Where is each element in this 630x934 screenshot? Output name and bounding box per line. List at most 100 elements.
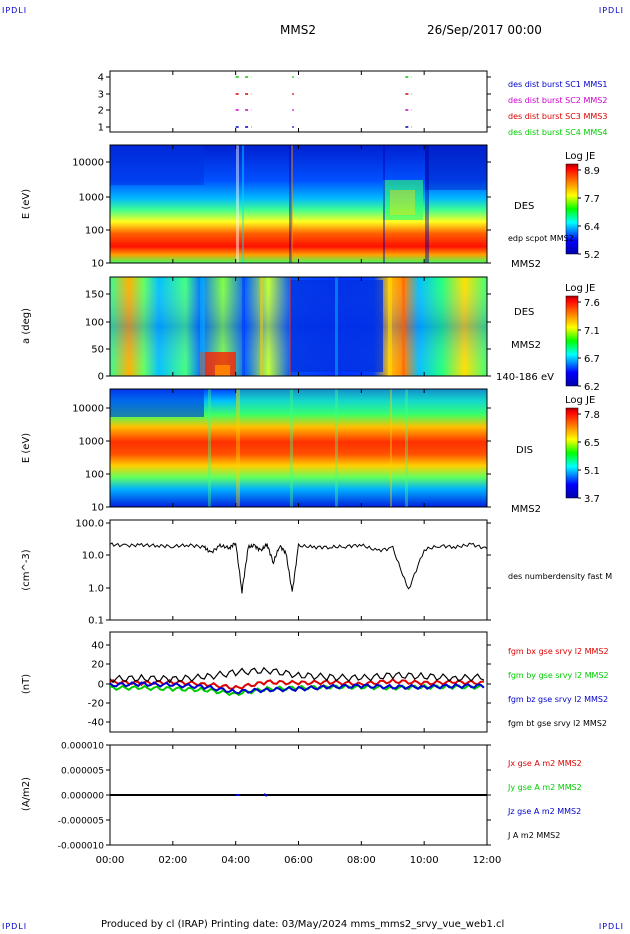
pitch-axis-tick-label: 0 <box>98 372 104 383</box>
bfield-legend-entry: fgm by gse srvy l2 MMS2 <box>508 671 609 680</box>
pitch-colorbar-tick-label: 7.6 <box>584 298 600 309</box>
des-energy-ylabel: E (eV) <box>21 189 32 219</box>
current-axis-tick-label: 0.000010 <box>61 742 104 752</box>
burst-flag-axis-tick-label: 1 <box>98 123 104 134</box>
des-energy-axis-tick-label: 10 <box>91 259 104 270</box>
bfield-axis-tick-label: 40 <box>91 641 104 652</box>
dis-energy-feature <box>335 389 338 507</box>
bfield-axis-tick-label: -20 <box>88 699 104 710</box>
time-tick-label: 08:00 <box>347 855 376 866</box>
current-ylabel: (A/m2) <box>21 777 32 811</box>
dis-energy-axis-tick-label: 100 <box>85 470 104 481</box>
density-legend-entry: des numberdensity fast M <box>508 572 612 581</box>
pitch-colorbar-title: Log JE <box>565 283 595 294</box>
pitch-colorbar <box>565 295 579 387</box>
edp-scpot-label: edp scpot MMS2 <box>508 234 574 243</box>
density-axis-tick-label: 10.0 <box>82 551 104 562</box>
bfield-axis-tick-label: -40 <box>88 718 104 729</box>
des-energy-colorbar-title: Log JE <box>565 151 595 162</box>
time-tick-label: 02:00 <box>158 855 187 866</box>
bfield-axis-tick-label: 0 <box>98 680 104 691</box>
time-tick-label: 06:00 <box>284 855 313 866</box>
spacecraft-title: MMS2 <box>280 23 316 37</box>
des-energy-axis-tick-label: 1000 <box>79 193 104 204</box>
current-axis-tick-label: 0.000000 <box>61 792 104 802</box>
density-axis-tick-label: 0.1 <box>88 616 104 627</box>
des-energy-feature <box>242 145 244 263</box>
burst-flags-panel: 4 3 2 1 des dist burst SC1 MMS1 des dist bur… <box>98 70 607 137</box>
dis-energy-colorbar-tick-label: 6.5 <box>584 438 600 449</box>
footer-credits: Produced by cl (IRAP) Printing date: 03/… <box>101 919 505 930</box>
dis-energy-panel <box>109 388 488 508</box>
dis-energy-feature <box>208 389 211 507</box>
pitch-instrument-label: DES <box>514 307 534 318</box>
corner-label-top-left: IPDLI <box>2 6 28 15</box>
datetime-title: 26/Sep/2017 00:00 <box>427 23 542 37</box>
burst-flag-axis-tick-label: 2 <box>98 106 104 117</box>
current-legend-entry: J A m2 MMS2 <box>507 831 560 840</box>
bfield-legend-entry: fgm bx gse srvy l2 MMS2 <box>508 647 609 656</box>
des-energy-panel <box>109 144 488 264</box>
density-ylabel: (cm^-3) <box>21 549 32 590</box>
dis-instrument-label: DIS <box>516 445 533 456</box>
bfield-ylabel: (nT) <box>21 674 32 694</box>
burst-legend-entry: des dist burst SC1 MMS1 <box>508 80 607 89</box>
density-axis-tick-label: 1.0 <box>88 584 104 595</box>
des-energy-colorbar <box>565 163 579 255</box>
des-energy-colorbar-tick-label: 7.7 <box>584 194 600 205</box>
burst-legend-entry: des dist burst SC2 MMS2 <box>508 96 607 105</box>
current-legend-entry: Jx gse A m2 MMS2 <box>507 759 582 768</box>
dis-energy-colorbar-tick-label: 3.7 <box>584 494 600 505</box>
des-energy-feature <box>289 145 292 263</box>
des-energy-colorbar-tick-label: 6.4 <box>584 222 600 233</box>
pitch-feature <box>289 277 291 376</box>
pitch-feature <box>402 277 405 376</box>
current-axis-tick-label: 0.000005 <box>61 767 104 777</box>
current-legend-entry: Jy gse A m2 MMS2 <box>507 783 582 792</box>
density-axis-tick-label: 100.0 <box>75 519 104 530</box>
pitch-feature <box>200 277 205 376</box>
dis-energy-colorbar-tick-label: 7.8 <box>584 410 600 421</box>
bfield-legend-entry: fgm bz gse srvy l2 MMS2 <box>508 695 608 704</box>
pitch-feature <box>335 277 338 376</box>
pitch-feature <box>260 277 263 376</box>
current-axis-tick-label: -0.000010 <box>58 842 104 852</box>
current-legend-entry: Jz gse A m2 MMS2 <box>507 807 581 816</box>
burst-flag-axis-tick-label: 3 <box>98 90 104 101</box>
des-energy-axis-tick-label: 10000 <box>72 158 104 169</box>
dis-energy-feature <box>290 389 293 507</box>
des-energy-colorbar-tick-label: 8.9 <box>584 166 600 177</box>
bfield-series-line <box>110 666 485 684</box>
dis-energy-ylabel: E (eV) <box>21 433 32 463</box>
time-tick-label: 10:00 <box>410 855 439 866</box>
pitch-colorbar-tick-label: 6.7 <box>584 354 600 365</box>
pitch-colorbar-tick-label: 7.1 <box>584 326 600 337</box>
des-energy-axis-tick-label: 100 <box>85 226 104 237</box>
pitch-energy-range-label: 140-186 eV <box>496 372 554 383</box>
dis-energy-axis-tick-label: 10000 <box>72 404 104 415</box>
time-tick-label: 12:00 <box>473 855 502 866</box>
bfield-axis-tick-label: 20 <box>91 660 104 671</box>
des-energy-colorbar-tick-label: 5.2 <box>584 250 600 261</box>
density-panel <box>109 519 488 621</box>
current-density-panel <box>109 744 488 846</box>
des-pitch-panel <box>109 276 488 377</box>
time-tick-label: 04:00 <box>221 855 250 866</box>
pitch-spacecraft-label: MMS2 <box>511 340 541 351</box>
pitch-axis-tick-label: 50 <box>91 345 104 356</box>
magnetic-field-panel <box>109 631 488 733</box>
current-axis-tick-label: -0.000005 <box>58 817 104 827</box>
des-energy-spacecraft-label: MMS2 <box>511 259 541 270</box>
pitch-feature <box>242 277 245 376</box>
burst-legend-entry: des dist burst SC3 MMS3 <box>508 112 607 121</box>
pitch-feature <box>388 277 392 376</box>
corner-label-bottom-left: IPDLI <box>2 922 28 931</box>
density-series-line <box>110 542 487 594</box>
dis-energy-colorbar <box>565 407 579 499</box>
pitch-ylabel: a (deg) <box>21 308 32 344</box>
des-energy-feature <box>425 145 429 263</box>
dis-spacecraft-label: MMS2 <box>511 504 541 515</box>
burst-legend-entry: des dist burst SC4 MMS4 <box>508 128 607 137</box>
dis-energy-axis-tick-label: 1000 <box>79 437 104 448</box>
des-energy-feature <box>383 145 385 263</box>
